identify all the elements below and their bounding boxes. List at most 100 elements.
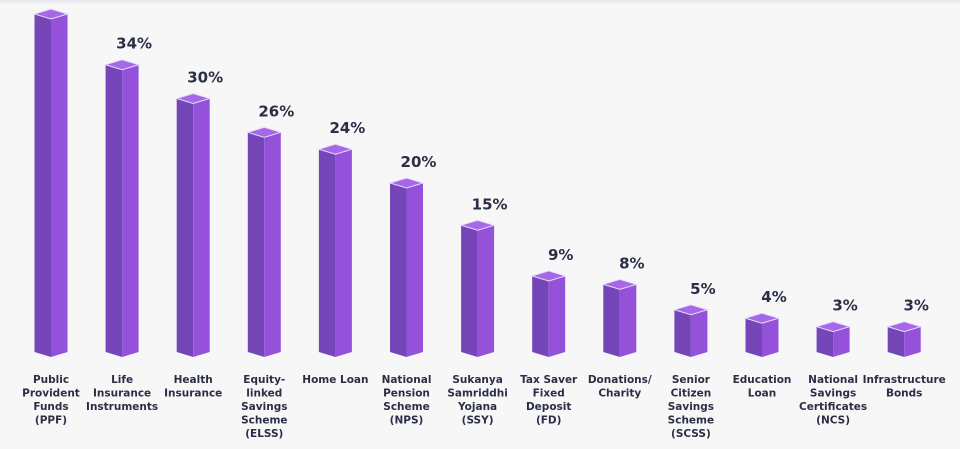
bar-top-face [174,92,212,105]
bar-right-face [833,326,850,357]
category-label-line: Equity- [243,374,285,386]
category-label-line: Citizen [671,388,712,400]
bar-top-face [672,304,710,316]
bar-left-face [176,98,194,357]
data-label: 3% [903,297,928,315]
bar-group [388,177,425,357]
category-label: Tax Saver Fixed Deposit (FD) [520,374,578,427]
data-label: 15% [472,195,508,213]
category-label-line: Sukanya [452,374,503,386]
bar-top-face [32,8,70,20]
category-label-line: Yojana [457,401,497,413]
bar-group [530,270,567,357]
category-label-line: Loan [748,388,776,400]
bar-group [814,321,852,357]
category-label-line: Public [33,374,69,386]
bar-right-face [762,318,779,357]
bar-right-face [477,225,495,357]
bar-right-face [193,98,210,357]
category-label-line: Provident [22,388,80,400]
category-label: National Pension Scheme (NPS) [382,374,432,427]
bar-right-face [122,64,139,357]
category-label: Life Insurance Instruments [86,374,158,413]
bar-left-face [674,309,691,357]
bar-left-face [247,132,265,357]
category-label-line: Bonds [886,388,922,400]
category-label-line: Samriddhi [447,388,507,400]
category-label: Public Provident Funds (PPF) [22,374,80,427]
bar-group [459,219,496,357]
bar-right-face [690,309,708,357]
category-label: Infrastructure Bonds [863,374,946,400]
category-label: Home Loan [302,374,368,386]
bar-left-face [603,284,620,357]
bar-left-face [745,318,762,357]
category-label-line: Scheme [668,415,714,427]
data-label: 24% [329,119,365,137]
bar-group [885,321,923,357]
category-label-line: Instruments [86,401,158,413]
bar-top-face [246,126,283,138]
data-label: 4% [761,288,786,306]
category-label-line: Health [174,374,213,386]
bar-right-face [406,183,423,357]
data-label: 34% [116,35,152,53]
category-label-line: Scheme [383,401,429,413]
category-label-line: (SCSS) [671,428,711,440]
bar-group [601,278,639,357]
bar-top-face [103,59,141,71]
category-label-line: Scheme [241,415,287,427]
category-label-line: Home Loan [302,374,368,386]
category-label-line: Donations/ [588,374,652,386]
category-label-line: Savings [241,401,287,413]
bar-right-face [548,275,566,357]
bar-top-face [459,219,496,231]
bar-top-face [530,270,567,282]
data-label: 26% [258,102,294,120]
category-label-line: Education [733,374,792,386]
bar-left-face [105,64,123,357]
bar-group [317,143,354,357]
category-label-line: National [808,374,858,386]
bar-top-face [885,321,923,333]
category-label-line: (FD) [536,415,562,427]
category-label: Health Insurance [164,374,222,400]
data-label: 30% [187,69,223,87]
category-label-line: (NCS) [816,415,850,427]
category-label-line: (NPS) [390,415,424,427]
bar-top-face [743,312,781,324]
bar-group [103,59,141,357]
category-label: National Savings Certificates (NCS) [799,374,867,427]
bar-left-face [34,14,51,357]
category-label-line: Savings [668,401,714,413]
category-label-line: Funds [33,401,68,413]
category-label-line: Charity [598,388,641,400]
data-label: 9% [548,246,573,264]
bar-left-face [532,275,549,357]
category-label-line: Deposit [526,401,571,413]
category-label-line: Senior [672,374,711,386]
bar-right-face [51,14,68,357]
category-label: Senior Citizen Savings Scheme (SCSS) [668,374,714,440]
top-edge-shadow [0,0,960,4]
data-label: 20% [401,153,437,171]
category-label-line: Savings [810,388,856,400]
data-label: 5% [690,280,715,298]
category-label-line: National [382,374,432,386]
category-label-line: (ELSS) [245,428,283,440]
bar-group [246,126,283,357]
bar-left-face [887,326,905,357]
category-label-line: Life [111,374,133,386]
category-label-line: Insurance [164,388,222,400]
category-label-line: Certificates [799,401,867,413]
category-label-line: (SSY) [462,415,494,427]
category-label: Donations/Charity [588,374,652,400]
data-label: 3% [832,297,857,315]
category-label-line: Pension [383,388,430,400]
category-label: Education Loan [733,374,792,400]
bar-group [743,312,781,357]
bar-group [32,8,70,357]
category-label-line: Fixed [533,388,565,400]
bar-group [672,304,710,357]
bar-right-face [904,326,921,357]
